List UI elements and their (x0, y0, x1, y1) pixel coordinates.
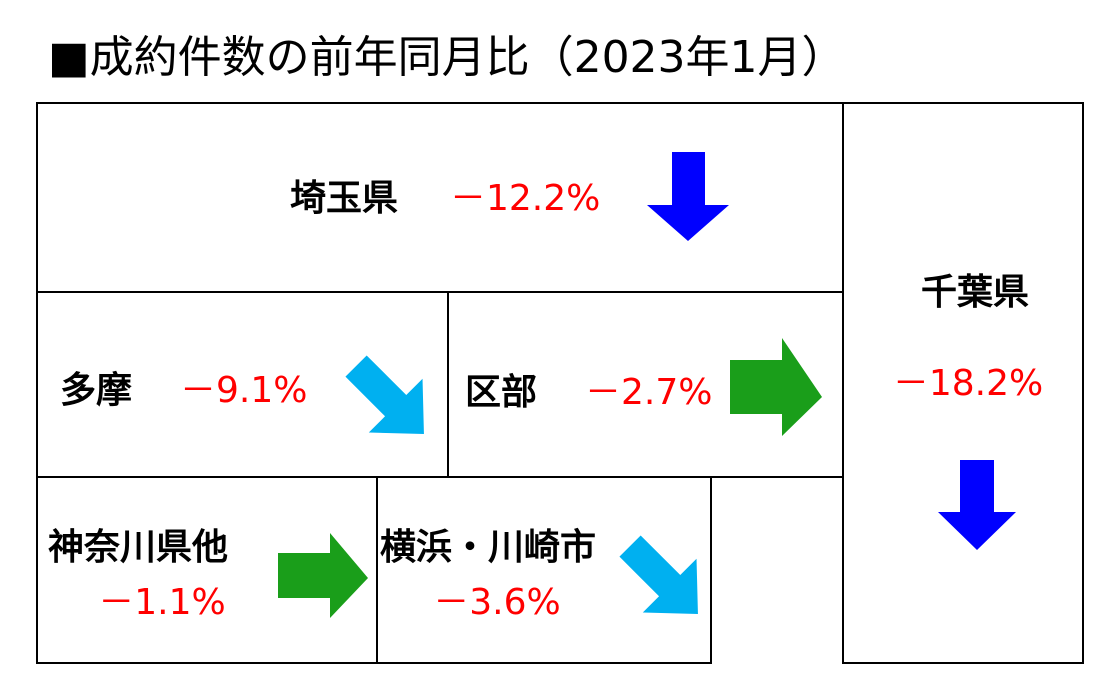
region-change: －1.1% (98, 582, 225, 623)
region-name: 区部 (465, 372, 537, 413)
region-name: 埼玉県 (290, 178, 398, 219)
region-change: －12.2% (450, 178, 600, 219)
yokohama-box (376, 476, 712, 664)
saitama-box (36, 102, 844, 293)
region-name: 神奈川県他 (48, 527, 228, 568)
down-arrow (647, 152, 729, 241)
right-arrow (730, 338, 822, 436)
region-name: 多摩 (60, 370, 132, 411)
title: ■成約件数の前年同月比（2023年1月） (48, 32, 846, 83)
right-arrow (278, 533, 368, 618)
region-name: 横浜・川崎市 (380, 527, 596, 568)
region-name: 千葉県 (921, 272, 1029, 313)
diagonal-arrow (619, 535, 698, 614)
region-change: －2.7% (585, 372, 712, 413)
diagonal-arrow (345, 355, 424, 434)
down-arrow (938, 460, 1016, 550)
region-change: －3.6% (433, 582, 560, 623)
region-change: －9.1% (180, 370, 307, 411)
region-change: －18.2% (893, 363, 1043, 404)
